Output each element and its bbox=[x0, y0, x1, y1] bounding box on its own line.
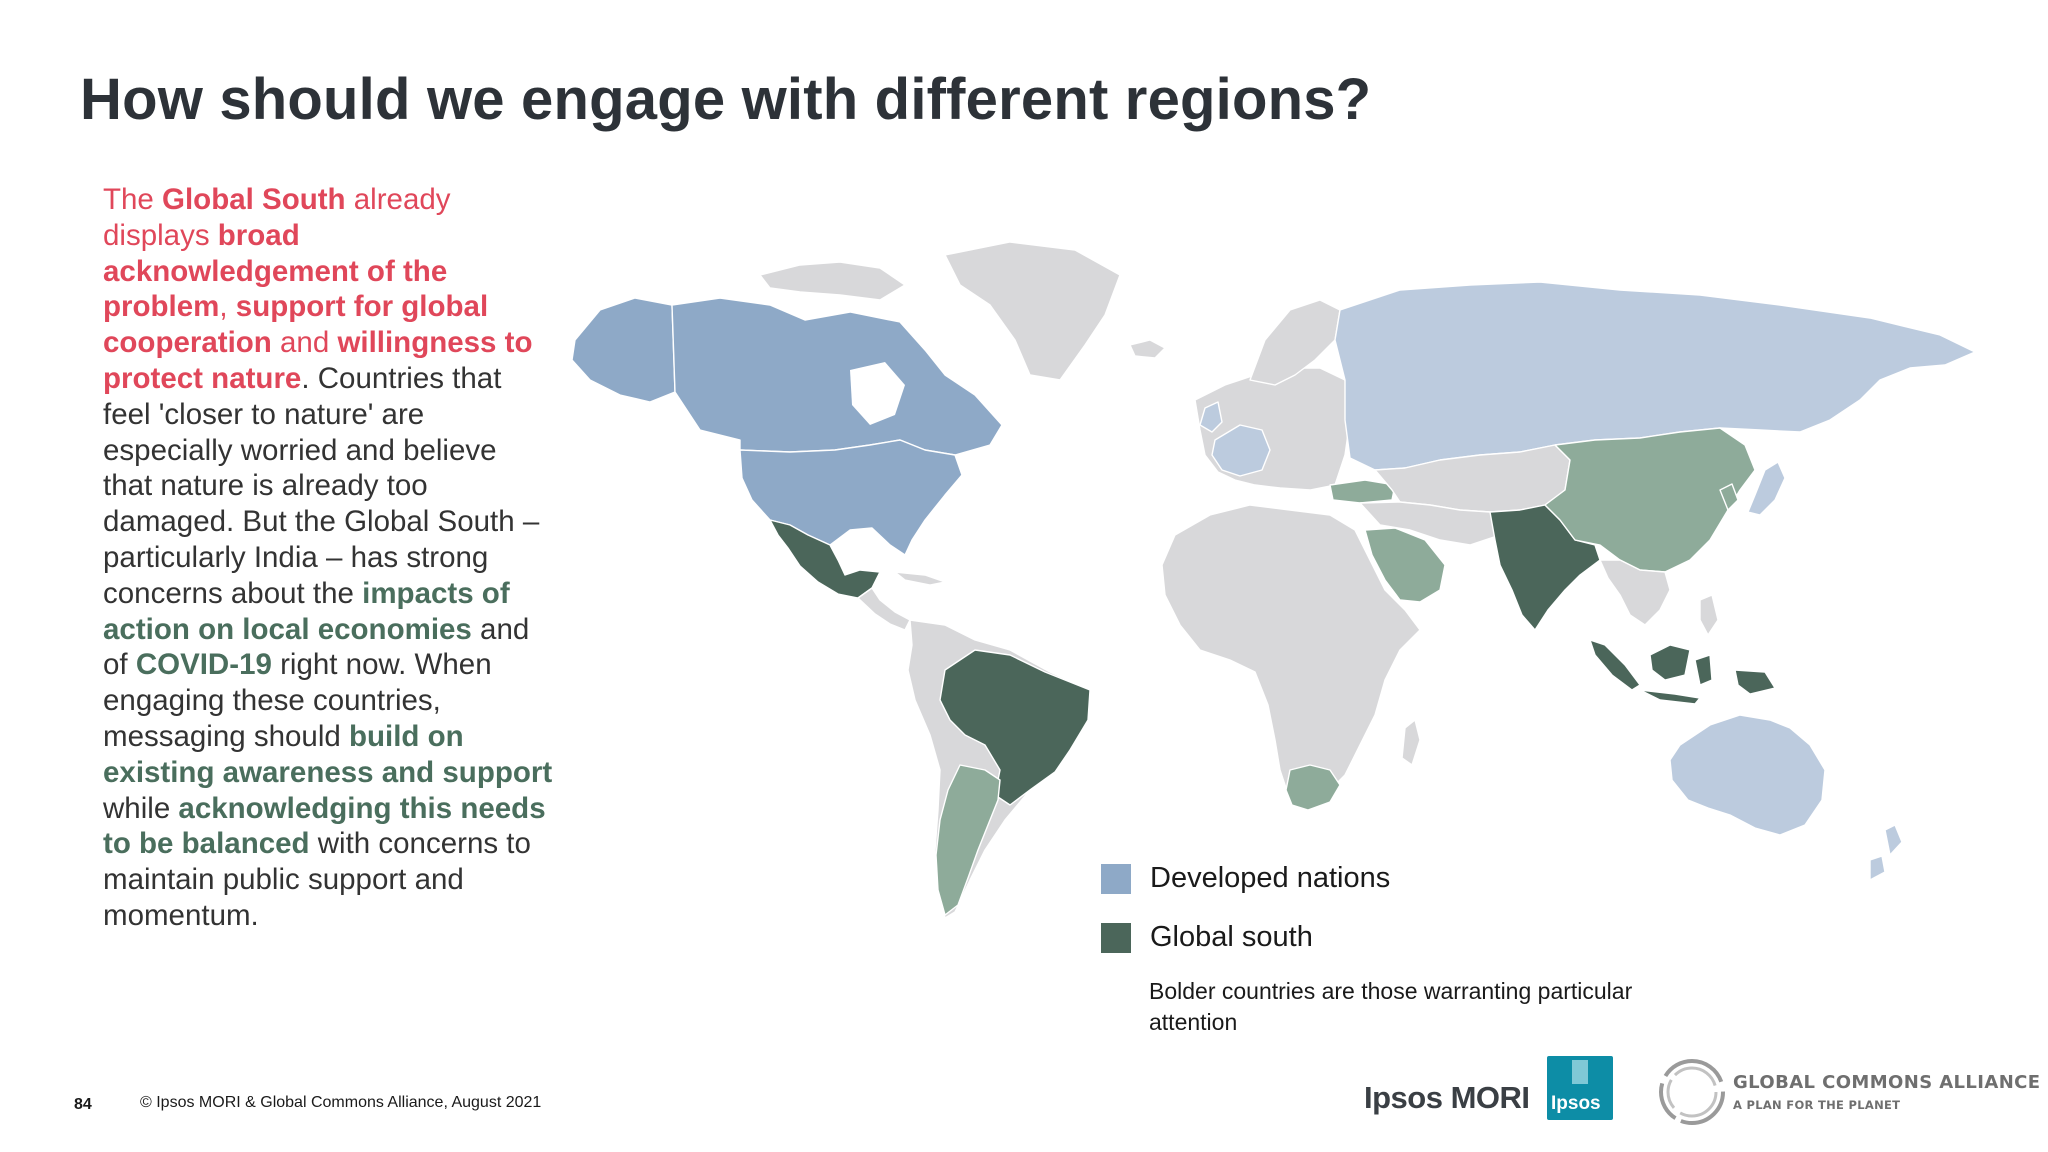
ipsos-mori-wordmark: Ipsos MORI bbox=[1364, 1080, 1530, 1115]
map-indonesia-sumatra bbox=[1589, 639, 1641, 691]
map-indonesia-borneo bbox=[1649, 644, 1691, 681]
map-indonesia-papua bbox=[1734, 669, 1776, 695]
map-madagascar bbox=[1401, 719, 1421, 766]
legend-item-developed: Developed nations bbox=[1101, 862, 1390, 895]
map-turkey bbox=[1329, 479, 1396, 504]
map-argentina bbox=[935, 764, 1001, 916]
body-emphasis: acknowledging this needs to be balanced bbox=[103, 791, 546, 861]
legend-swatch bbox=[1101, 922, 1131, 953]
body-emphasis: support for global cooperation bbox=[103, 290, 489, 360]
ipsos-logo: Ipsos bbox=[1547, 1056, 1613, 1120]
world-map bbox=[571, 241, 1976, 919]
map-brazil bbox=[939, 649, 1091, 806]
map-saudi-arabia bbox=[1364, 527, 1446, 603]
map-southeast-asia bbox=[1599, 559, 1671, 626]
map-europe bbox=[1194, 367, 1351, 491]
map-caribbean bbox=[894, 571, 946, 586]
body-text-segment: . Countries that feel 'closer to nature'… bbox=[103, 361, 540, 610]
page-number: 84 bbox=[74, 1096, 92, 1113]
map-south-africa bbox=[1285, 764, 1341, 811]
body-text-segment: and bbox=[271, 326, 338, 360]
legend-note: Bolder countries are those warranting pa… bbox=[1149, 978, 1633, 1035]
ipsos-logo-mark bbox=[1572, 1060, 1588, 1084]
map-australia bbox=[1669, 714, 1826, 836]
global-commons-ring-icon bbox=[1659, 1059, 1725, 1125]
body-text-segment: , bbox=[219, 290, 236, 324]
map-central-america bbox=[857, 587, 911, 631]
body-text-segment: right now. When engaging these countries… bbox=[103, 648, 492, 753]
body-paragraph: The Global South already displays broad … bbox=[103, 182, 553, 934]
body-text-segment: while bbox=[103, 791, 179, 825]
map-japan bbox=[1747, 461, 1786, 516]
map-indonesia-java bbox=[1639, 689, 1701, 705]
map-china bbox=[1544, 427, 1756, 573]
map-uk bbox=[1199, 401, 1223, 433]
map-mexico bbox=[769, 519, 881, 599]
body-emphasis: impacts of action on local economies bbox=[103, 576, 510, 646]
body-emphasis: willingness to protect nature bbox=[103, 326, 533, 395]
map-greenland bbox=[944, 241, 1121, 381]
map-new-zealand bbox=[1869, 855, 1886, 881]
body-text-segment: The bbox=[103, 183, 163, 216]
map-united-states bbox=[739, 439, 963, 556]
map-south-korea bbox=[1719, 483, 1739, 511]
body-emphasis: build on existing awareness and support bbox=[103, 719, 553, 789]
body-emphasis: broad acknowledgement of the problem bbox=[103, 218, 448, 324]
map-canada bbox=[671, 297, 1003, 456]
map-alaska bbox=[571, 297, 676, 403]
map-indonesia-sulawesi bbox=[1694, 654, 1713, 686]
map-new-zealand bbox=[1884, 824, 1903, 856]
map-philippines bbox=[1699, 594, 1719, 636]
body-emphasis: COVID-19 bbox=[135, 648, 272, 682]
gca-tagline: A PLAN FOR THE PLANET bbox=[1733, 1098, 1901, 1112]
legend-swatch bbox=[1101, 863, 1131, 894]
body-text-segment: already displays bbox=[103, 183, 451, 252]
ipsos-logo-text: Ipsos bbox=[1551, 1093, 1601, 1114]
body-text-segment: and of bbox=[103, 612, 530, 682]
map-hudson-bay bbox=[850, 362, 905, 425]
body-emphasis: Global South bbox=[162, 183, 346, 216]
body-text-segment: with concerns to maintain public support… bbox=[103, 827, 531, 932]
map-western-europe bbox=[1211, 424, 1271, 477]
legend-label: Global south bbox=[1150, 921, 1313, 953]
map-arctic-islands bbox=[759, 261, 906, 301]
legend-item-global-south: Global south bbox=[1101, 921, 1313, 954]
legend-label: Developed nations bbox=[1150, 862, 1391, 894]
gca-name: GLOBAL COMMONS ALLIANCE bbox=[1733, 1072, 2041, 1093]
slide-title: How should we engage with different regi… bbox=[80, 67, 1372, 132]
copyright-text: © Ipsos MORI & Global Commons Alliance, … bbox=[140, 1094, 542, 1111]
map-iceland bbox=[1129, 339, 1166, 359]
map-africa bbox=[1161, 504, 1421, 809]
